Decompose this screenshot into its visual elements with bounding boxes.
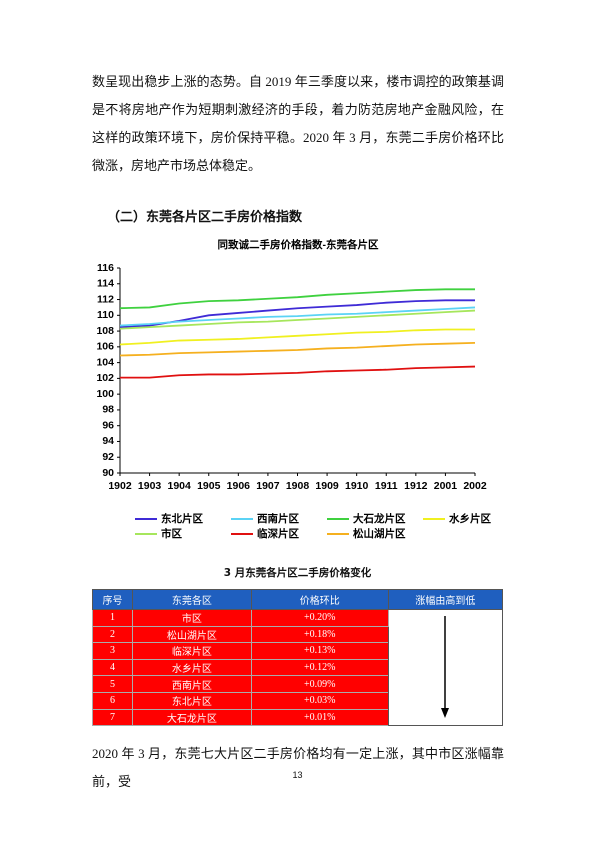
y-tick-label: 102 [96,372,114,384]
arrow [441,615,450,718]
table-cell: 松山湖片区 [131,625,252,644]
table-cell: 1 [92,609,133,627]
x-tick-label: 1904 [167,480,191,492]
x-tick-label: 1910 [345,480,369,492]
x-tick-label: 2002 [463,480,487,492]
y-tick-label: 108 [96,325,114,337]
line-series [119,306,476,327]
legend-label: 市区 [161,527,182,540]
table-row: 4 水乡片区 +0.12% [92,658,503,677]
table-cell: 5 [92,675,133,693]
x-tick-label: 1909 [315,480,339,492]
table-cell: 西南片区 [131,675,252,693]
header-cell: 涨幅由高到低 [387,589,504,610]
table: 序号 东莞各区 价格环比 涨幅由高到低 1 市区 +0.20% 2 松山湖片区 +0.18% 3 临深… [92,589,504,727]
table-cell: +0.01% [250,708,389,727]
legend-label: 松山湖片区 [353,527,406,540]
table-row: 7 大石龙片区 +0.01% [92,708,503,727]
table-cell: +0.13% [250,642,389,660]
legend-label: 水乡片区 [448,512,491,525]
chart-title: 同致诚二手房价格指数-东莞各片区 [218,238,379,251]
table-cell: 临深片区 [131,642,252,660]
y-tick-label: 112 [97,293,114,305]
table-cell: 2 [92,625,133,644]
x-tick-label: 1905 [197,480,221,492]
paragraph: 2020 年 3 月，东莞七大片区二手房价格均有一定上涨，其中市区涨幅靠前，受 [92,746,504,789]
y-tick-label: 106 [96,341,114,353]
y-tick-label: 98 [102,404,114,416]
table-row: 5 西南片区 +0.09% [92,675,503,693]
table-cell: 市区 [131,609,252,627]
x-tick-label: 1903 [138,480,162,492]
header-cell: 东莞各区 [131,589,252,610]
table-cell: +0.12% [250,658,389,677]
legend-label: 西南片区 [257,512,299,525]
y-tick-label: 92 [102,451,114,463]
table-cell: 3 [92,642,133,660]
line-series [119,328,475,346]
x-tick-label: 1907 [256,480,280,492]
legend-label: 东北片区 [161,512,203,525]
y-tick-label: 116 [97,262,114,274]
table-cell: +0.18% [250,625,389,644]
line-series [119,288,475,310]
table-cell: +0.20% [250,609,389,627]
y-tick-label: 94 [102,435,114,447]
line-series [119,309,476,330]
x-tick-label: 1908 [286,480,310,492]
table-cell: 7 [92,708,133,727]
section-heading: （二）东莞各片区二手房价格指数 [107,210,303,225]
table-title: 3 月东莞各片区二手房价格变化 [223,567,372,579]
table-cell: +0.03% [250,691,389,710]
page-number: 13 [292,770,303,780]
table-cell: 水乡片区 [131,658,252,677]
x-tick-label: 1906 [227,480,251,492]
header-cell: 序号 [92,589,133,610]
header-row: 序号 东莞各区 价格环比 涨幅由高到低 [92,589,504,610]
table-row: 6 东北片区 +0.03% [92,691,503,710]
line-series [119,342,476,357]
paragraph: 数呈现出稳步上涨的态势。自 2019 年三季度以来，楼市调控的政策基调是不将房地… [92,74,504,173]
chart: 同致诚二手房价格指数-东莞各片区 90 92 94 96 98 100 102 104 106 1… [96,238,491,540]
x-tick-label: 1902 [108,480,132,492]
x-tick-label: 1912 [404,480,428,492]
table-row: 1 市区 +0.20% [92,608,504,727]
y-tick-label: 96 [102,419,114,431]
table-row: 2 松山湖片区 +0.18% [92,625,503,644]
line-series [120,365,476,379]
table-cell: 大石龙片区 [131,708,252,727]
x-tick-label: 2001 [434,480,458,492]
y-tick-label: 110 [97,309,114,321]
table-row: 3 临深片区 +0.13% [92,642,503,660]
header-cell: 价格环比 [250,589,389,610]
legend-label: 临深片区 [257,527,299,540]
y-tick-label: 114 [97,278,114,290]
x-tick-label: 1911 [375,480,398,492]
legend-label: 大石龙片区 [353,512,406,525]
table-cell: 东北片区 [131,691,252,710]
table-cell: +0.09% [250,675,389,693]
table-cell: 6 [92,691,133,710]
arrow-cell [387,608,504,727]
table-cell: 4 [92,658,133,677]
y-tick-label: 104 [96,356,114,368]
y-tick-label: 100 [96,388,114,400]
y-tick-label: 90 [102,467,114,479]
